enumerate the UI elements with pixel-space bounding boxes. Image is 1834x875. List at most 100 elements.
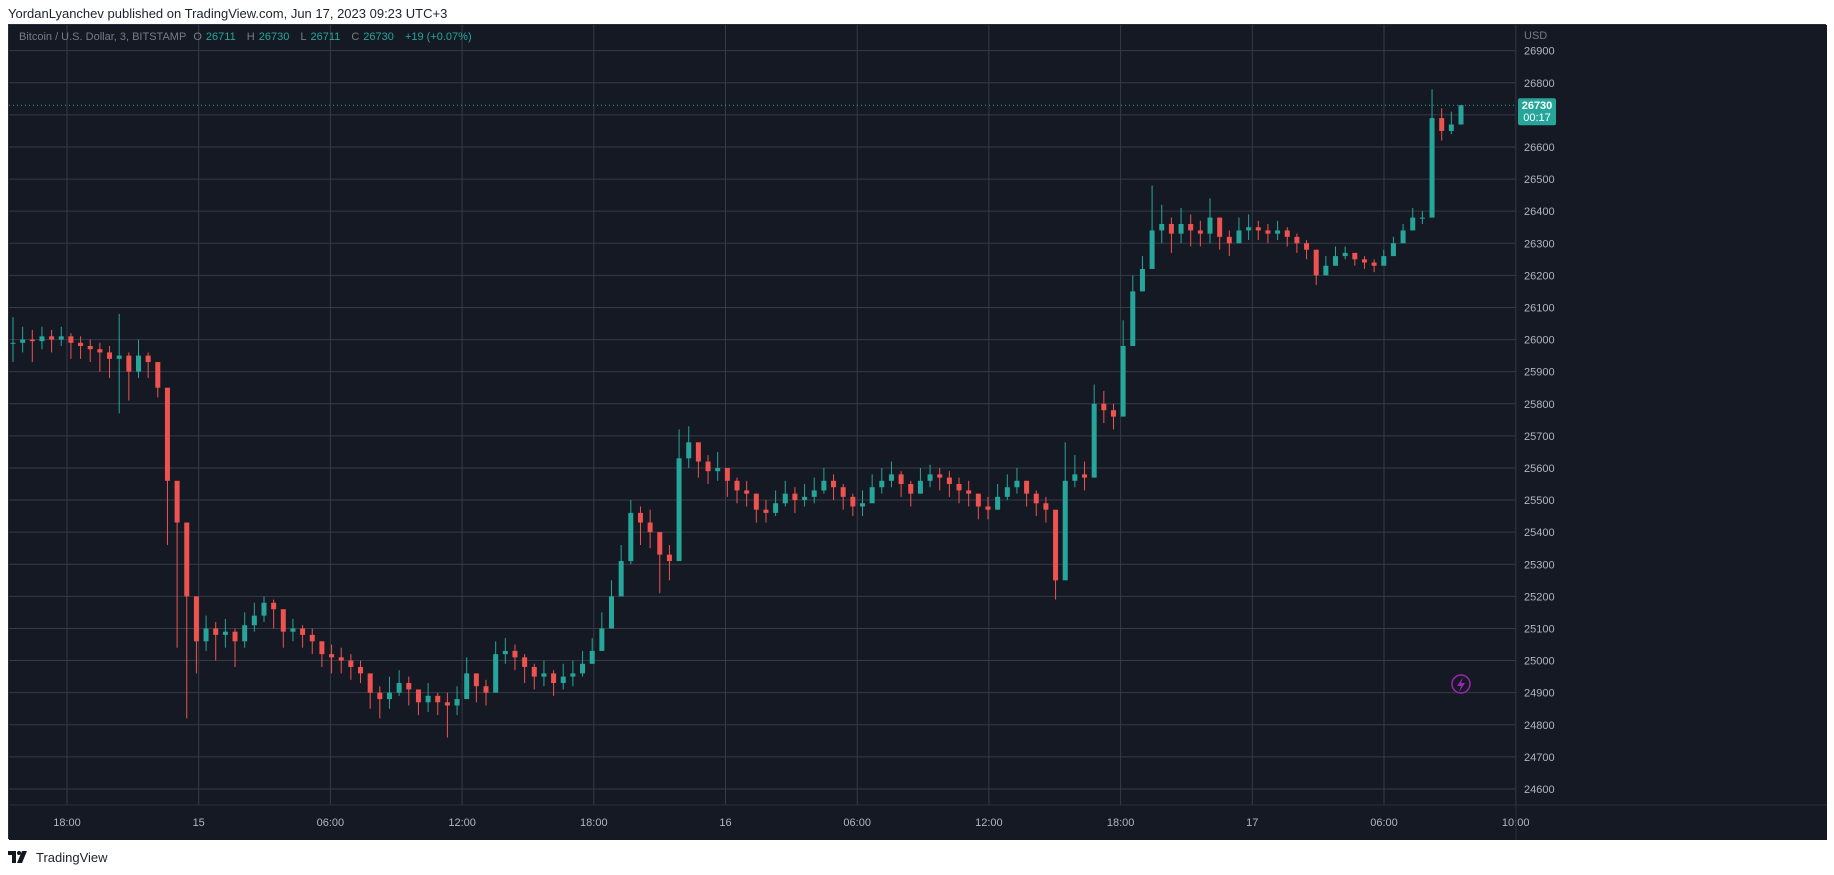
- candle-body: [415, 689, 421, 703]
- candle-body: [1342, 252, 1348, 257]
- candle-body: [1323, 265, 1329, 276]
- candle-body: [975, 493, 981, 507]
- y-tick-label: 25100: [1524, 623, 1555, 635]
- y-tick-label: 25900: [1524, 367, 1555, 379]
- candle-body: [493, 654, 499, 693]
- x-tick-label: 12:00: [448, 817, 476, 829]
- candle-body: [261, 602, 267, 616]
- candle-body: [888, 474, 894, 481]
- y-tick-label: 26100: [1524, 302, 1555, 314]
- candle-body: [444, 702, 450, 706]
- y-tick-label: 26500: [1524, 174, 1555, 186]
- candle-body: [628, 512, 634, 562]
- lightning-alert-icon[interactable]: [1451, 674, 1471, 694]
- candle-body: [116, 355, 122, 359]
- candle-body: [174, 480, 180, 523]
- candle-body: [1159, 224, 1165, 231]
- candle-body: [859, 503, 865, 507]
- candle-body: [213, 628, 219, 635]
- candle-body: [1043, 503, 1049, 510]
- y-tick-label: 26400: [1524, 206, 1555, 218]
- candle-body: [811, 490, 817, 497]
- candle-body: [570, 673, 576, 677]
- candle-body: [1275, 230, 1281, 234]
- candle-body: [1352, 252, 1358, 260]
- candle-body: [1410, 217, 1416, 231]
- candle-body: [193, 596, 199, 642]
- x-tick-label: 18:00: [53, 817, 81, 829]
- candle-body: [126, 355, 132, 372]
- candle-body: [464, 673, 470, 700]
- y-tick-label: 25800: [1524, 399, 1555, 411]
- candle-body: [946, 477, 952, 485]
- last-price-value: 26730: [1522, 100, 1553, 112]
- candle-body: [1361, 259, 1367, 263]
- symbol-name: Bitcoin / U.S. Dollar, 3, BITSTAMP: [19, 31, 187, 43]
- candle-body: [242, 625, 248, 642]
- candle-body: [580, 663, 586, 674]
- candle-body: [1197, 230, 1203, 234]
- price-chart[interactable]: 24600 24700 24800 24900 25000 25100 25200 25300…: [9, 25, 1827, 840]
- candle-body: [831, 480, 837, 488]
- candle-body: [10, 342, 16, 344]
- candle-body: [676, 458, 682, 562]
- chart-panel[interactable]: 24600 24700 24800 24900 25000 25100 25200 25300…: [8, 24, 1827, 840]
- candle-body: [705, 461, 711, 472]
- candle-body: [850, 496, 856, 507]
- candle-body: [1304, 243, 1310, 250]
- currency-label: USD: [1524, 30, 1547, 42]
- candle-body: [1062, 480, 1068, 581]
- candle-body: [1255, 227, 1261, 231]
- candle-body: [763, 509, 769, 513]
- candle-body: [773, 503, 779, 513]
- candle-body: [222, 631, 228, 635]
- candle-body: [358, 666, 364, 674]
- candle-body: [338, 657, 344, 661]
- x-tick-label: 06:00: [1370, 817, 1398, 829]
- y-tick-label: 24600: [1524, 784, 1555, 796]
- candle-body: [956, 484, 962, 491]
- candle-body: [1091, 403, 1097, 478]
- candle-body: [1217, 217, 1223, 237]
- y-tick-label: 25600: [1524, 463, 1555, 475]
- x-tick-label: 18:00: [580, 817, 608, 829]
- candle-body: [1188, 224, 1194, 231]
- candle-body: [49, 336, 55, 340]
- candle-body: [68, 336, 74, 343]
- candle-body: [1458, 105, 1464, 125]
- footer-brand-text: TradingView: [36, 849, 108, 865]
- ohlc-open: O 26711: [193, 31, 236, 43]
- candle-body: [744, 490, 750, 494]
- candle-body: [1429, 118, 1435, 218]
- candle-body: [1265, 230, 1271, 234]
- candle-body: [869, 487, 875, 504]
- candle-body: [715, 467, 721, 472]
- candle-body: [1419, 217, 1425, 219]
- candle-body: [97, 349, 103, 353]
- candle-body: [686, 442, 692, 459]
- candle-body: [618, 561, 624, 597]
- y-tick-label: 25200: [1524, 591, 1555, 603]
- candle-body: [1082, 474, 1088, 478]
- y-tick-label: 25300: [1524, 559, 1555, 571]
- candle-body: [599, 628, 605, 651]
- candle-body: [657, 532, 663, 555]
- candle-body: [29, 339, 35, 342]
- candle-body: [1439, 118, 1445, 131]
- candle-body: [821, 480, 827, 491]
- candle-body: [1178, 224, 1184, 234]
- candle-body: [232, 631, 238, 642]
- candle-body: [917, 480, 923, 494]
- candle-body: [20, 339, 26, 343]
- candle-body: [1168, 224, 1174, 234]
- candle-body: [995, 496, 1001, 510]
- candle-body: [753, 493, 759, 510]
- y-tick-label: 25500: [1524, 495, 1555, 507]
- candle-body: [551, 673, 557, 684]
- candle-body: [1110, 410, 1116, 417]
- candle-body: [802, 496, 808, 501]
- candle-body: [1139, 268, 1145, 292]
- candle-body: [1246, 227, 1252, 231]
- candle-body: [87, 345, 93, 350]
- ohlc-low: L 26711: [300, 31, 341, 43]
